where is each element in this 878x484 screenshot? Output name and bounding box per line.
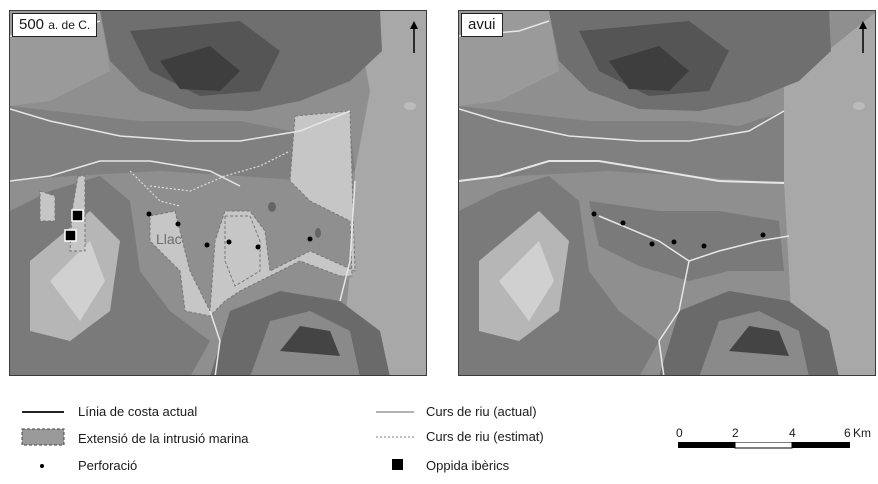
oppida-swatch	[392, 459, 403, 470]
borehole-dot	[175, 221, 181, 227]
lake-label: Llac	[156, 231, 182, 247]
borehole-dot	[760, 232, 766, 238]
boreholes-right	[591, 21, 867, 249]
period-label-left: 500 a. de C.	[12, 13, 98, 37]
borehole-dot	[701, 243, 707, 249]
legend-coastline: Línia de costa actual	[78, 404, 198, 419]
map-terrain-left	[10, 11, 426, 375]
north-arrow-icon	[859, 21, 867, 53]
legend-river-actual: Curs de riu (actual)	[426, 404, 537, 419]
legend-river-estimated: Curs de riu (estimat)	[426, 429, 544, 444]
scale-tick-0: 0	[676, 426, 683, 440]
borehole-dot	[620, 220, 626, 226]
legend-marine-intrusion: Extensió de la intrusió marina	[78, 431, 249, 446]
scale-tick-4: 4	[789, 426, 796, 440]
period-main: 500	[19, 16, 45, 33]
borehole-dot	[671, 239, 677, 245]
period-main: avui	[468, 16, 496, 33]
scale-bar	[678, 442, 850, 449]
oppidum-marker	[71, 209, 84, 222]
oppidum-marker	[64, 229, 77, 242]
legend-oppida: Oppida ibèrics	[426, 458, 510, 473]
borehole-dot	[255, 244, 261, 250]
north-arrow-icon	[410, 21, 418, 53]
borehole-dot	[307, 236, 313, 242]
borehole-dot	[226, 239, 232, 245]
borehole-dot	[649, 241, 655, 247]
legend-symbols-col2	[376, 411, 414, 470]
borehole-swatch	[40, 464, 44, 468]
boreholes-left	[64, 21, 418, 250]
borehole-dot	[146, 211, 152, 217]
borehole-dot	[204, 242, 210, 248]
legend-borehole: Perforació	[78, 458, 138, 473]
period-label-right: avui	[461, 13, 503, 37]
legend-symbols-col1	[21, 411, 65, 468]
borehole-dot	[591, 211, 597, 217]
scale-tick-6: 6	[844, 426, 851, 440]
scale-tick-2: 2	[732, 426, 739, 440]
map-today: avui	[458, 10, 876, 376]
marine-intrusion-swatch	[21, 428, 65, 446]
scale-unit: Km	[853, 426, 871, 440]
period-suffix: a. de C.	[48, 18, 91, 32]
map-500-bc: 500 a. de C. Llac	[9, 10, 427, 376]
